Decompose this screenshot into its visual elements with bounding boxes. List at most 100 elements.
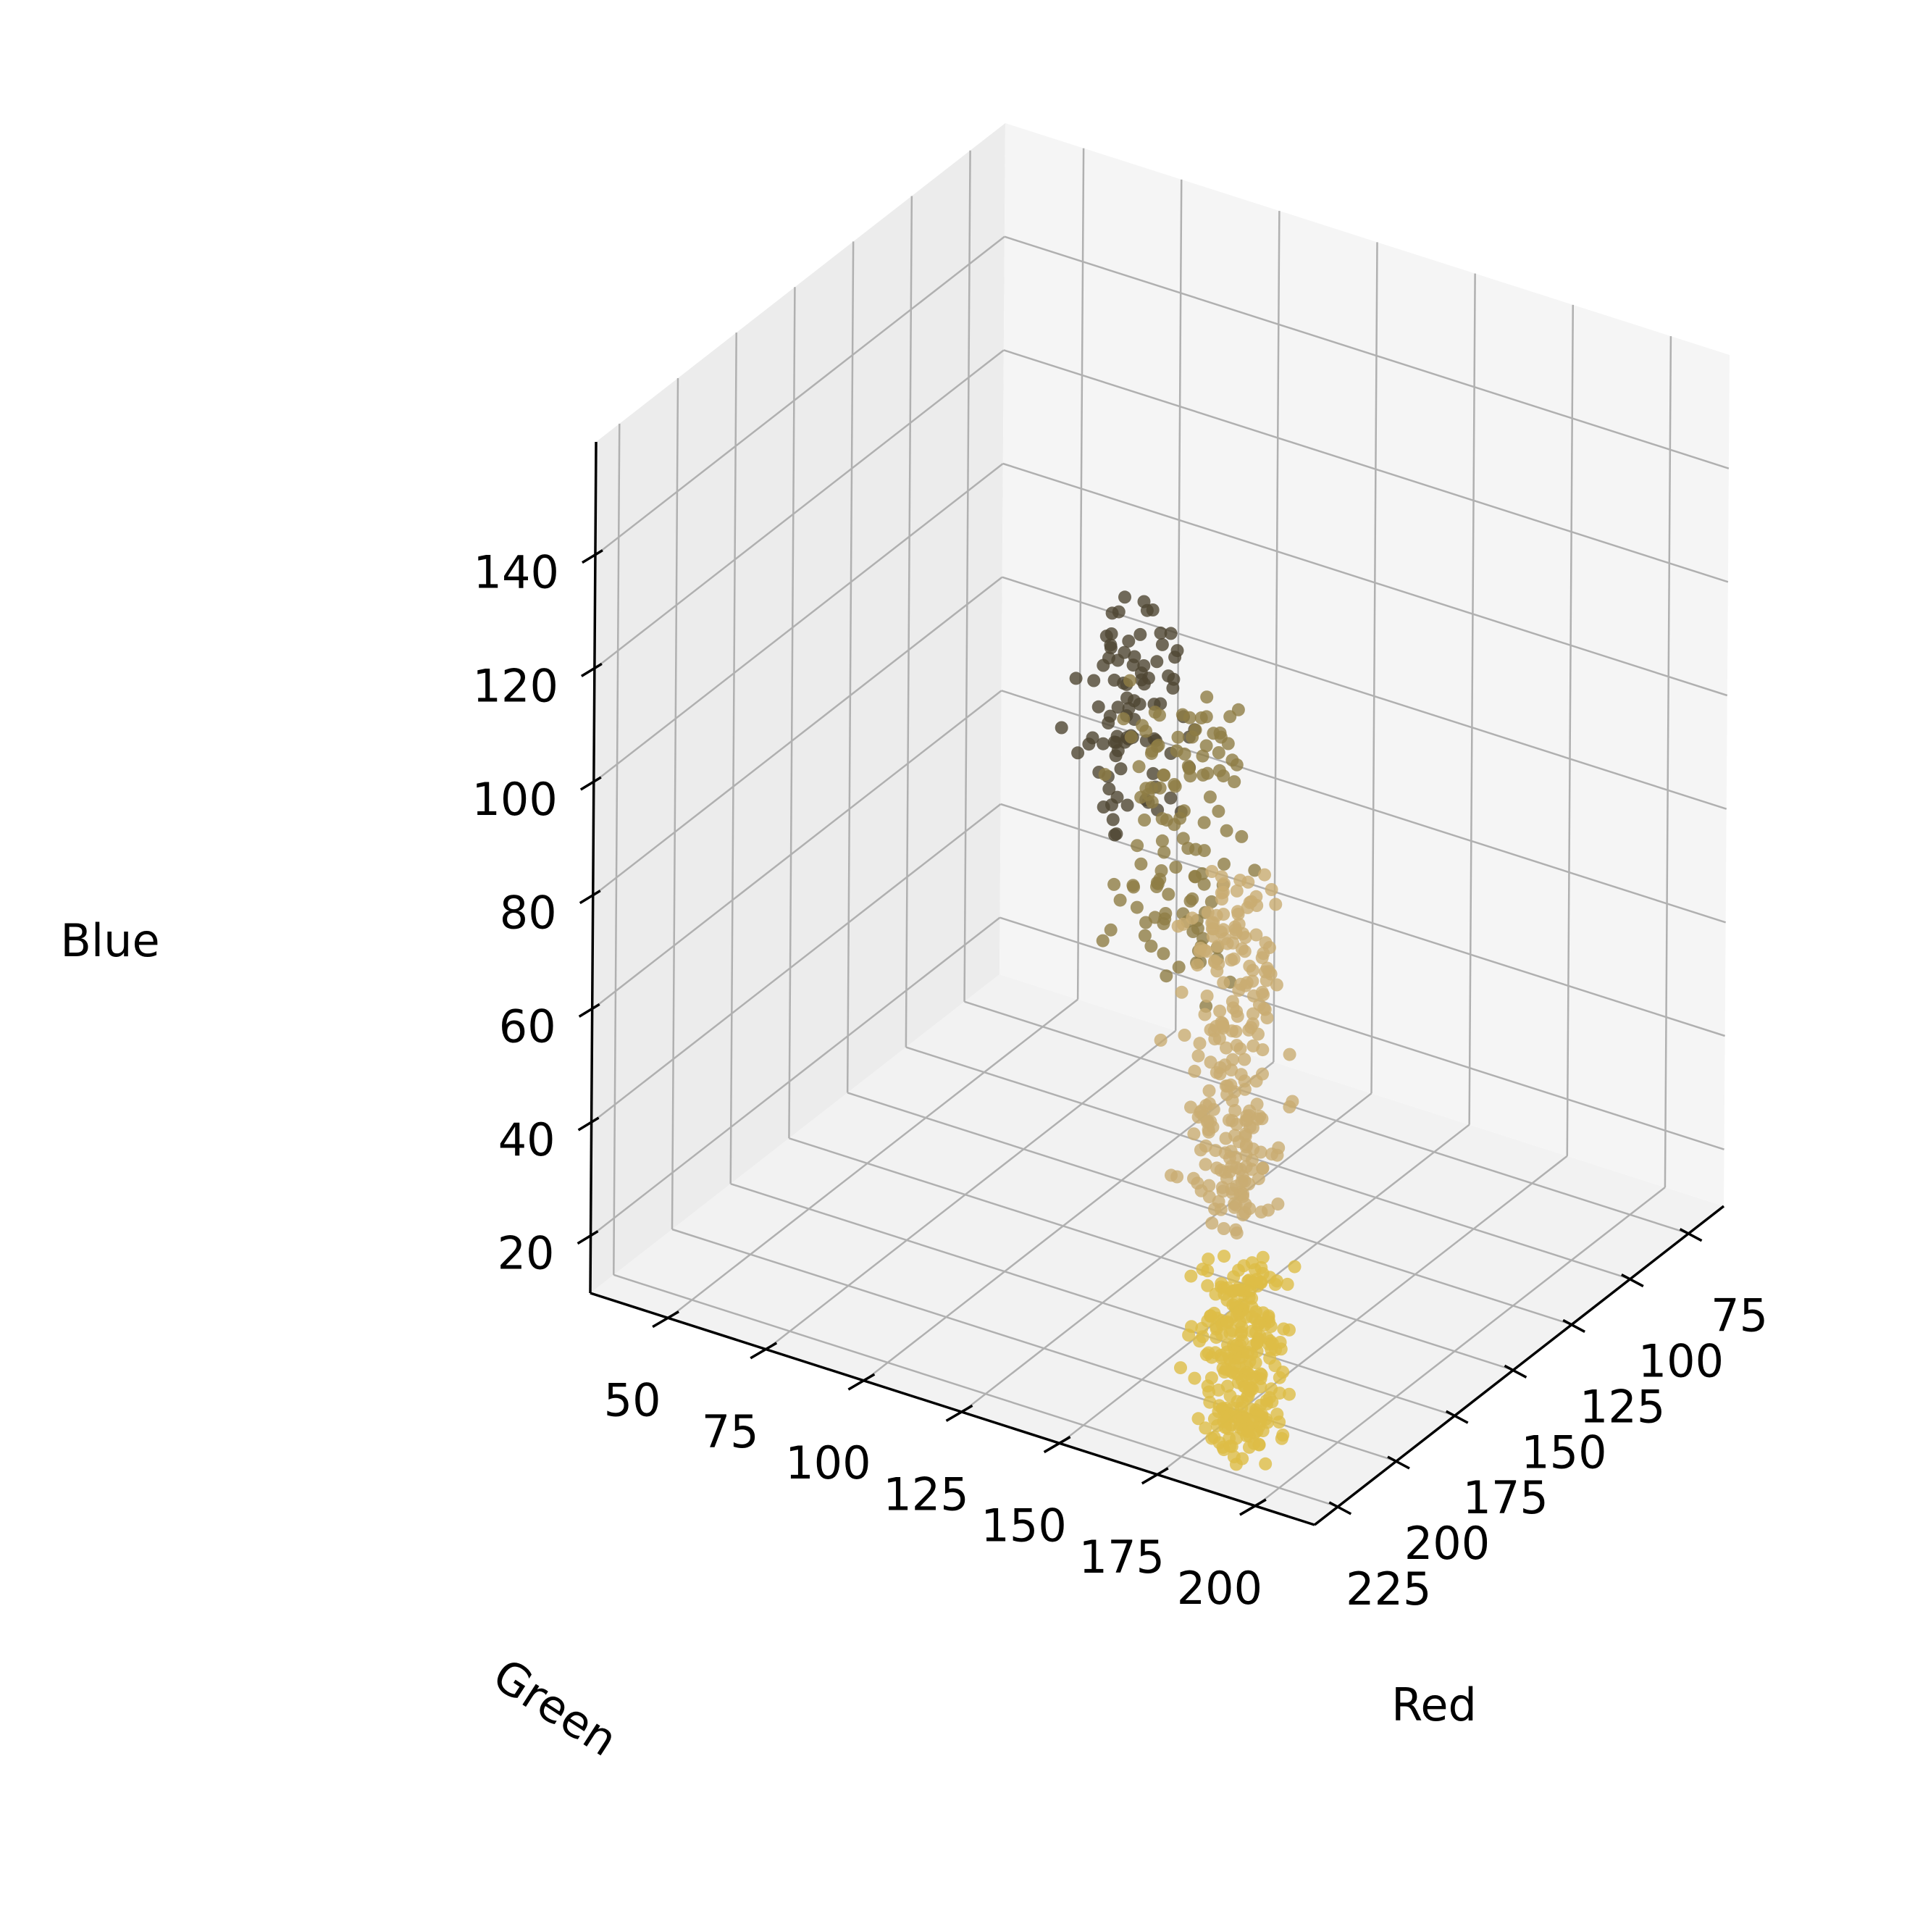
data-point-tan bbox=[1205, 1216, 1219, 1230]
data-point-dark bbox=[1137, 677, 1151, 691]
data-point-olive bbox=[1157, 947, 1170, 961]
data-point-olive bbox=[1159, 907, 1173, 920]
data-point-tan bbox=[1176, 917, 1190, 931]
gridlines bbox=[590, 148, 1730, 1508]
data-point-tan bbox=[1229, 1024, 1243, 1038]
data-point-yellow bbox=[1241, 1346, 1254, 1359]
data-point-tan bbox=[1225, 953, 1238, 967]
data-point-dark bbox=[1086, 731, 1099, 745]
data-point-yellow bbox=[1227, 1450, 1241, 1463]
data-point-yellow bbox=[1259, 1457, 1273, 1471]
data-point-olive bbox=[1131, 839, 1144, 853]
data-point-olive bbox=[1145, 795, 1159, 809]
data-point-olive bbox=[1132, 760, 1146, 774]
data-point-dark bbox=[1118, 590, 1131, 604]
data-point-olive bbox=[1189, 870, 1202, 884]
data-point-tan bbox=[1245, 1153, 1259, 1167]
data-point-olive bbox=[1186, 892, 1199, 906]
green-tick-label: 125 bbox=[883, 1468, 968, 1521]
data-point-olive bbox=[1168, 818, 1181, 832]
data-point-yellow bbox=[1249, 1305, 1263, 1318]
data-point-tan bbox=[1211, 940, 1225, 953]
blue-tick bbox=[577, 1116, 600, 1132]
data-point-yellow bbox=[1233, 1418, 1247, 1431]
data-point-olive bbox=[1194, 711, 1208, 724]
data-point-yellow bbox=[1218, 1421, 1232, 1434]
data-point-yellow bbox=[1225, 1439, 1238, 1453]
gridline-red-wall bbox=[963, 150, 971, 1002]
data-point-tan bbox=[1198, 1008, 1212, 1021]
data-point-olive bbox=[1154, 864, 1168, 877]
green-tick-label: 50 bbox=[604, 1374, 661, 1427]
data-point-yellow bbox=[1275, 1431, 1288, 1445]
data-point-tan bbox=[1228, 1085, 1241, 1099]
green-tick bbox=[652, 1310, 679, 1329]
data-point-tan bbox=[1258, 965, 1272, 979]
gridline-green-wall bbox=[1566, 304, 1575, 1156]
gridline-green-wall bbox=[1174, 179, 1183, 1031]
red-tick-label: 100 bbox=[1638, 1335, 1724, 1388]
data-point-olive bbox=[1157, 845, 1171, 859]
data-point-olive bbox=[1199, 739, 1213, 753]
data-point-tan bbox=[1231, 1009, 1244, 1023]
data-point-tan bbox=[1238, 1053, 1252, 1066]
data-point-yellow bbox=[1264, 1320, 1278, 1334]
blue-tick-label: 60 bbox=[499, 1000, 556, 1053]
gridline-blue-right bbox=[1003, 349, 1729, 583]
gridline-blue-right bbox=[1004, 235, 1730, 469]
data-point-tan bbox=[1191, 958, 1204, 972]
data-point-dark bbox=[1104, 638, 1118, 652]
data-point-olive bbox=[1170, 744, 1183, 758]
data-point-dark bbox=[1102, 782, 1116, 796]
gridline-red-wall bbox=[905, 196, 913, 1047]
data-point-tan bbox=[1230, 1161, 1244, 1174]
data-point-yellow bbox=[1193, 1334, 1207, 1348]
data-point-tan bbox=[1230, 1226, 1244, 1240]
gridline-red-wall bbox=[729, 333, 737, 1184]
red-tick bbox=[1504, 1364, 1527, 1379]
data-point-tan bbox=[1238, 1074, 1252, 1088]
data-point-tan bbox=[1246, 1039, 1260, 1053]
data-point-yellow bbox=[1265, 1337, 1279, 1350]
data-point-tan bbox=[1249, 928, 1263, 942]
gridline-green-floor bbox=[961, 1092, 1372, 1413]
blue-tick bbox=[579, 890, 601, 905]
data-point-tan bbox=[1213, 1004, 1227, 1018]
green-tick-label: 75 bbox=[702, 1405, 759, 1458]
gridline-red-wall bbox=[613, 423, 621, 1275]
data-point-olive bbox=[1203, 790, 1217, 804]
data-point-dark bbox=[1120, 691, 1133, 705]
data-point-tan bbox=[1241, 875, 1255, 889]
data-point-yellow bbox=[1201, 1279, 1215, 1292]
data-point-yellow bbox=[1184, 1269, 1198, 1283]
red-tick bbox=[1679, 1228, 1703, 1242]
gridline-red-wall bbox=[788, 287, 796, 1139]
data-point-tan bbox=[1240, 976, 1254, 990]
data-point-tan bbox=[1257, 947, 1270, 961]
blue-tick-label: 40 bbox=[498, 1113, 556, 1166]
data-point-tan bbox=[1224, 1145, 1238, 1158]
data-point-tan bbox=[1188, 1064, 1202, 1078]
red-tick-label: 175 bbox=[1463, 1471, 1548, 1524]
data-point-olive bbox=[1196, 932, 1210, 945]
gridline-red-floor bbox=[905, 1046, 1631, 1280]
gridline-blue-right bbox=[1001, 690, 1727, 924]
data-point-tan bbox=[1250, 1097, 1264, 1111]
data-point-yellow bbox=[1265, 1395, 1279, 1409]
data-point-yellow bbox=[1174, 1361, 1187, 1375]
data-point-tan bbox=[1257, 988, 1270, 1002]
data-point-tan bbox=[1187, 1127, 1201, 1141]
data-point-dark bbox=[1120, 798, 1134, 812]
gridline-blue-left bbox=[593, 463, 1004, 783]
data-point-yellow bbox=[1252, 1408, 1265, 1422]
gridline-green-floor bbox=[668, 998, 1078, 1319]
data-point-tan bbox=[1220, 1041, 1233, 1055]
data-point-yellow bbox=[1199, 1348, 1213, 1362]
data-point-tan bbox=[1265, 883, 1278, 896]
data-point-dark bbox=[1069, 672, 1083, 685]
axes-lines bbox=[577, 441, 1725, 1526]
data-point-tan bbox=[1238, 1197, 1252, 1211]
data-point-olive bbox=[1212, 804, 1225, 818]
data-point-tan bbox=[1233, 1042, 1247, 1055]
data-point-yellow bbox=[1207, 1412, 1221, 1426]
